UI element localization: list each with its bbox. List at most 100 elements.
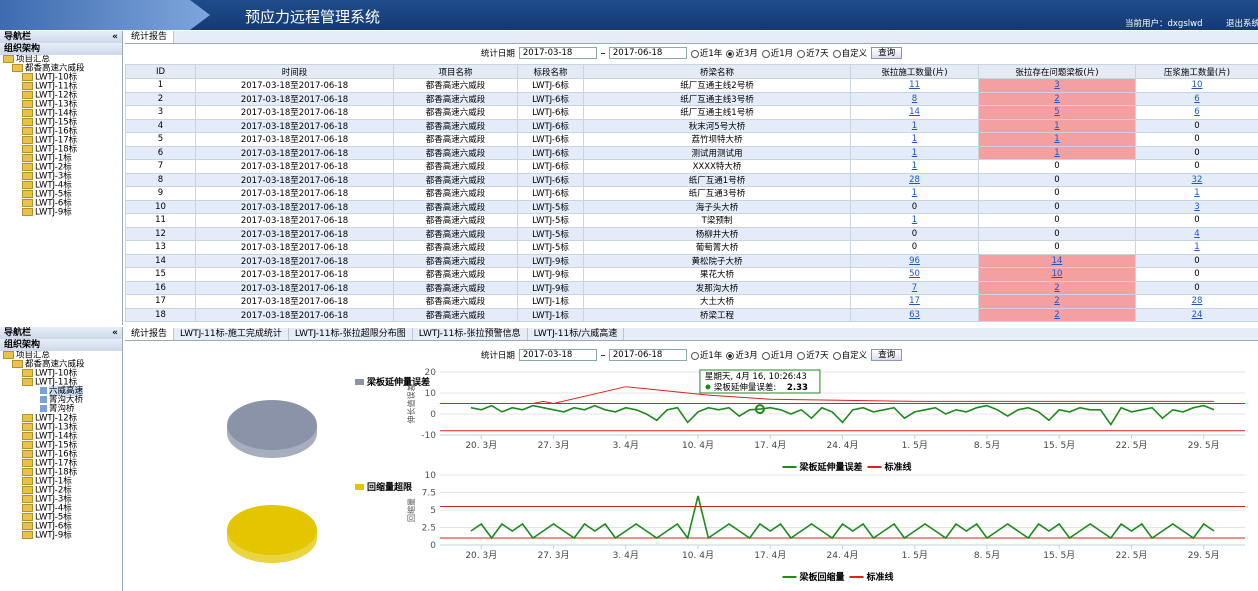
count-link[interactable]: 2	[1054, 93, 1060, 104]
count-link[interactable]: 6	[1194, 107, 1200, 118]
node-label[interactable]: 箐沟大桥	[49, 395, 84, 405]
radio[interactable]	[832, 351, 841, 360]
tree-item[interactable]: LWTJ-13标	[0, 423, 122, 432]
node-label[interactable]: 项目汇总	[16, 350, 51, 361]
count-link[interactable]: 24	[1191, 309, 1203, 320]
node-label[interactable]: LWTJ-11标	[35, 377, 78, 388]
count-link[interactable]: 2	[1054, 309, 1060, 320]
radio-option[interactable]: 自定义	[832, 47, 867, 59]
radio-option[interactable]: 近3月	[726, 47, 758, 59]
count-link[interactable]: 50	[909, 269, 920, 280]
logout[interactable]: 退出系统	[1226, 19, 1258, 29]
tab[interactable]: LWTJ-11标-张拉超限分布图	[289, 328, 413, 340]
node-label[interactable]: LWTJ-18标	[35, 467, 78, 478]
tree-item[interactable]: LWTJ-17标	[0, 136, 122, 145]
tree-item[interactable]: LWTJ-12标	[0, 91, 122, 100]
tree-item[interactable]: LWTJ-18标	[0, 145, 122, 154]
tree-project[interactable]: 都香高速六威段	[0, 64, 122, 73]
node-label[interactable]: LWTJ-10标	[35, 368, 78, 379]
tree-root[interactable]: 项目汇总	[0, 55, 122, 64]
tree-item[interactable]: LWTJ-10标	[0, 369, 122, 378]
node-label[interactable]: LWTJ-9标	[35, 207, 72, 218]
radio-option[interactable]: 近1月	[761, 349, 793, 361]
tab[interactable]: LWTJ-11标-施工完成统计	[174, 328, 289, 340]
node-label[interactable]: LWTJ-16标	[35, 449, 78, 460]
tree-item[interactable]: LWTJ-4标	[0, 504, 122, 513]
count-link[interactable]: 3	[1054, 80, 1060, 91]
count-link[interactable]: 2	[1054, 282, 1060, 293]
count-link[interactable]: 8	[911, 93, 918, 104]
count-link[interactable]: 17	[909, 296, 920, 307]
node-label[interactable]: LWTJ-15标	[35, 440, 78, 451]
tree-item[interactable]: LWTJ-1标	[0, 477, 122, 486]
radio-option[interactable]: 自定义	[832, 349, 867, 361]
node-label[interactable]: LWTJ-12标	[35, 90, 78, 101]
tree-item[interactable]: LWTJ-3标	[0, 172, 122, 181]
count-link[interactable]: 32	[1191, 174, 1203, 185]
tree-item[interactable]: LWTJ-3标	[0, 495, 122, 504]
tree-item[interactable]: LWTJ-5标	[0, 513, 122, 522]
node-label[interactable]: LWTJ-5标	[35, 189, 72, 200]
radio-option[interactable]: 近1年	[690, 47, 722, 59]
radio[interactable]	[797, 49, 806, 58]
date-start[interactable]: 2017-03-18	[518, 349, 597, 361]
count-link[interactable]: 4	[1194, 228, 1200, 239]
node-label[interactable]: LWTJ-14标	[35, 431, 78, 442]
radio-option[interactable]: 近1年	[690, 349, 722, 361]
tree-item[interactable]: LWTJ-2标	[0, 486, 122, 495]
count-link[interactable]: 1	[911, 188, 918, 199]
query-button[interactable]: 查询	[871, 47, 903, 59]
radio[interactable]	[832, 49, 841, 58]
radio[interactable]	[690, 49, 699, 58]
tree-item[interactable]: LWTJ-12标	[0, 414, 122, 423]
tree-item[interactable]: LWTJ-11标	[0, 378, 122, 387]
tab[interactable]: 统计报告	[125, 31, 175, 43]
node-label[interactable]: LWTJ-16标	[35, 126, 78, 137]
node-label[interactable]: 箐沟桥	[49, 404, 75, 414]
node-label[interactable]: LWTJ-11标	[35, 81, 78, 92]
query-button[interactable]: 查询	[871, 349, 903, 361]
tree-item[interactable]: LWTJ-10标	[0, 73, 122, 82]
node-label[interactable]: LWTJ-1标	[35, 476, 72, 487]
count-link[interactable]: 2	[1054, 296, 1060, 307]
node-label[interactable]: LWTJ-14标	[35, 108, 78, 119]
node-label[interactable]: 都香高速六威段	[25, 359, 85, 370]
node-label[interactable]: LWTJ-10标	[35, 72, 78, 83]
date-end[interactable]: 2017-06-18	[608, 47, 687, 59]
tree-child[interactable]: 箐沟桥	[0, 405, 122, 414]
radio[interactable]	[797, 351, 806, 360]
tree-item[interactable]: LWTJ-15标	[0, 118, 122, 127]
collapse[interactable]: «	[112, 32, 118, 42]
count-link[interactable]: 14	[1051, 255, 1063, 266]
node-label[interactable]: LWTJ-4标	[35, 503, 72, 514]
radio[interactable]	[761, 351, 770, 360]
radio-option[interactable]: 近3月	[726, 349, 758, 361]
node-label[interactable]: 都香高速六威段	[25, 63, 85, 74]
count-link[interactable]: 1	[1194, 242, 1200, 253]
tree-item[interactable]: LWTJ-17标	[0, 459, 122, 468]
radio[interactable]	[726, 49, 735, 58]
count-link[interactable]: 28	[1191, 296, 1203, 307]
node-label[interactable]: LWTJ-3标	[35, 494, 72, 505]
radio[interactable]	[761, 49, 770, 58]
node-label[interactable]: LWTJ-9标	[35, 530, 72, 541]
radio[interactable]	[726, 351, 735, 360]
tree-item[interactable]: LWTJ-14标	[0, 432, 122, 441]
tree-child[interactable]: 六威高速	[0, 386, 122, 396]
tree-item[interactable]: LWTJ-13标	[0, 100, 122, 109]
tree-item[interactable]: LWTJ-11标	[0, 82, 122, 91]
tree-project[interactable]: 都香高速六威段	[0, 360, 122, 369]
count-link[interactable]: 11	[909, 80, 920, 91]
tree-item[interactable]: LWTJ-6标	[0, 522, 122, 531]
node-label[interactable]: LWTJ-6标	[35, 198, 72, 209]
tree-item[interactable]: LWTJ-2标	[0, 163, 122, 172]
tree-child[interactable]: 箐沟大桥	[0, 396, 122, 405]
count-link[interactable]: 3	[1194, 201, 1200, 212]
tree-item[interactable]: LWTJ-15标	[0, 441, 122, 450]
node-label[interactable]: LWTJ-18标	[35, 144, 78, 155]
node-label[interactable]: 项目汇总	[16, 54, 51, 65]
node-label[interactable]: LWTJ-2标	[35, 162, 72, 173]
node-label[interactable]: LWTJ-3标	[35, 171, 72, 182]
node-label[interactable]: LWTJ-4标	[35, 180, 72, 191]
count-link[interactable]: 1	[1194, 188, 1200, 199]
